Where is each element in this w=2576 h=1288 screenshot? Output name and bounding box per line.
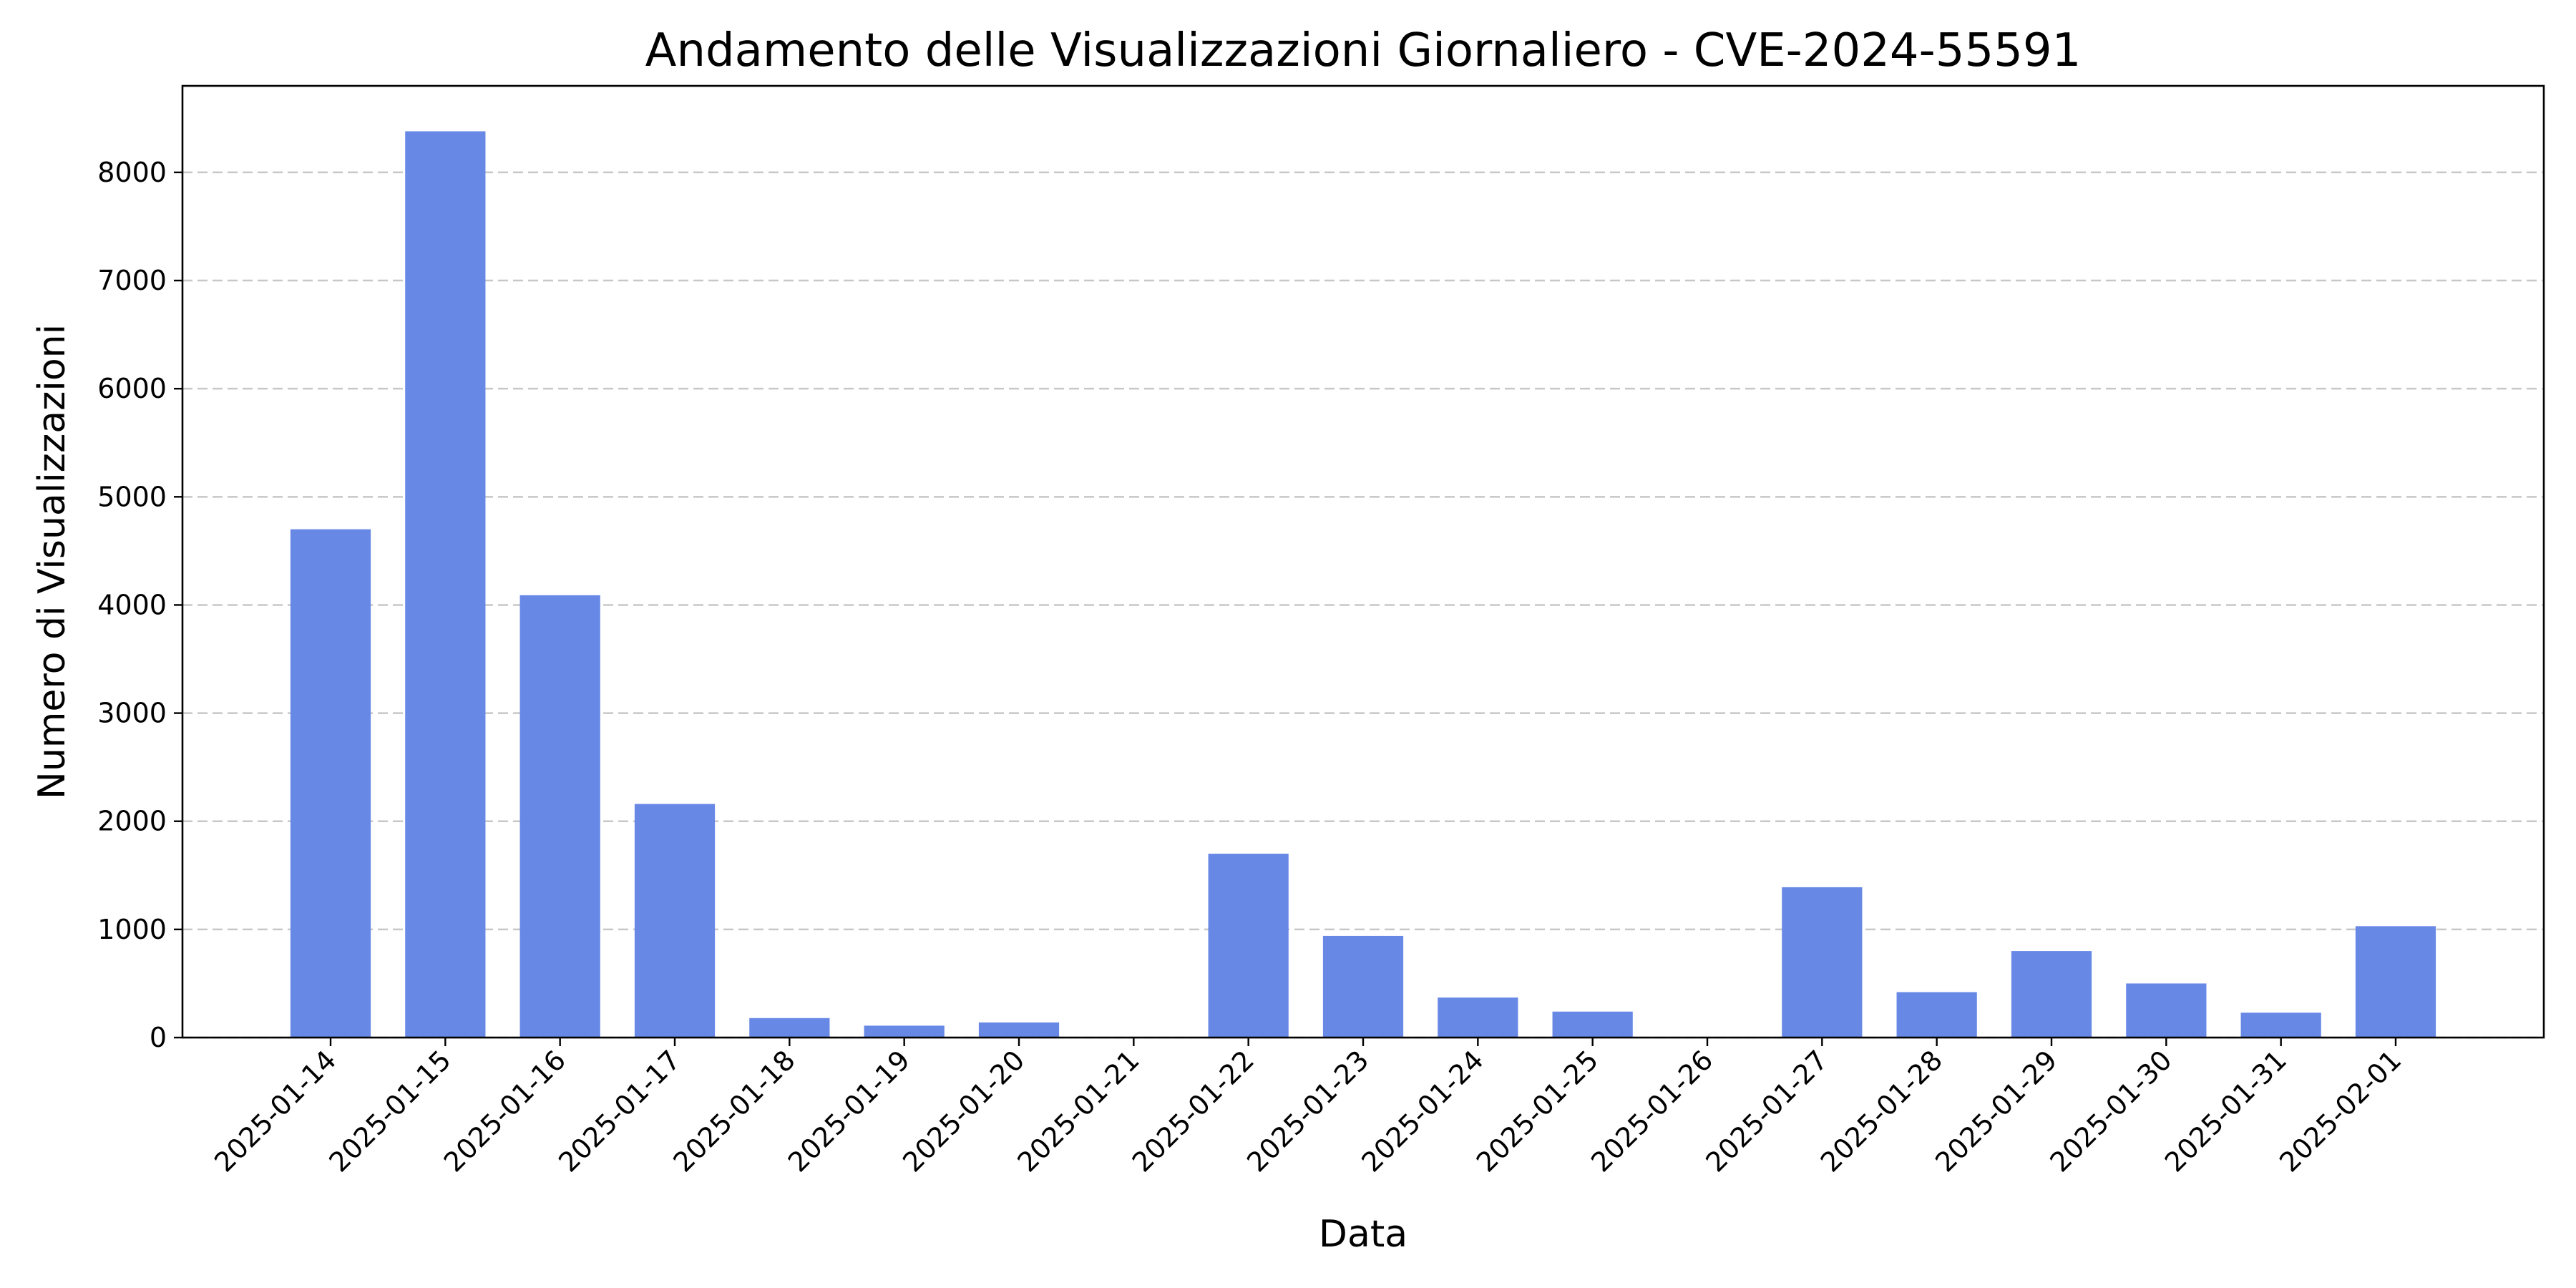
y-tick-label: 6000 (97, 373, 167, 404)
x-tick-label: 2025-01-19 (782, 1044, 916, 1178)
bar (864, 1025, 945, 1038)
x-tick-label: 2025-01-20 (897, 1044, 1030, 1178)
bar (634, 804, 716, 1038)
x-tick-label: 2025-01-15 (323, 1044, 457, 1178)
y-tick-label: 8000 (97, 157, 167, 188)
bar (2011, 951, 2092, 1038)
x-tick-label: 2025-02-01 (2273, 1044, 2407, 1178)
x-tick-label: 2025-01-24 (1355, 1044, 1489, 1178)
x-tick-label: 2025-01-23 (1241, 1044, 1375, 1178)
bar (1896, 992, 1977, 1038)
x-tick-label: 2025-01-22 (1126, 1044, 1260, 1178)
bar (749, 1018, 830, 1038)
bar (405, 131, 486, 1038)
bar (1552, 1011, 1633, 1038)
x-tick-label: 2025-01-17 (552, 1044, 686, 1178)
x-tick-label: 2025-01-16 (438, 1044, 572, 1178)
y-tick-label: 3000 (97, 698, 167, 729)
bar (1782, 887, 1863, 1038)
y-tick-label: 1000 (97, 914, 167, 945)
bar (1208, 854, 1289, 1038)
x-tick-label: 2025-01-31 (2159, 1044, 2293, 1178)
y-tick-label: 0 (150, 1022, 167, 1053)
bar (1438, 997, 1518, 1038)
y-tick-label: 7000 (97, 265, 167, 296)
y-axis-ticks: 0 1000 2000 3000 4000 5000 6000 7000 8000 (97, 157, 182, 1053)
x-tick-label: 2025-01-25 (1470, 1044, 1604, 1178)
x-axis-ticks: 2025-01-142025-01-152025-01-162025-01-17… (208, 1038, 2407, 1179)
y-axis-label: Numero di Visualizzazioni (31, 324, 74, 799)
bar (1322, 935, 1404, 1038)
x-tick-label: 2025-01-27 (1699, 1044, 1833, 1178)
x-tick-label: 2025-01-18 (667, 1044, 801, 1178)
chart-title: Andamento delle Visualizzazioni Giornali… (645, 24, 2082, 77)
bar (2240, 1013, 2321, 1038)
x-tick-label: 2025-01-30 (2044, 1044, 2177, 1178)
x-tick-label: 2025-01-29 (1929, 1044, 2063, 1178)
bar (2355, 926, 2436, 1038)
x-tick-label: 2025-01-28 (1815, 1044, 1948, 1178)
bars (290, 131, 2436, 1038)
bar (290, 529, 371, 1038)
bar (519, 595, 600, 1038)
x-tick-label: 2025-01-14 (208, 1044, 342, 1178)
x-tick-label: 2025-01-21 (1011, 1044, 1145, 1178)
x-axis-label: Data (1319, 1213, 1407, 1256)
bar (978, 1022, 1060, 1038)
x-tick-label: 2025-01-26 (1585, 1044, 1719, 1178)
y-tick-label: 4000 (97, 589, 167, 620)
y-tick-label: 2000 (97, 806, 167, 837)
y-tick-label: 5000 (97, 481, 167, 512)
bar (2126, 983, 2207, 1038)
